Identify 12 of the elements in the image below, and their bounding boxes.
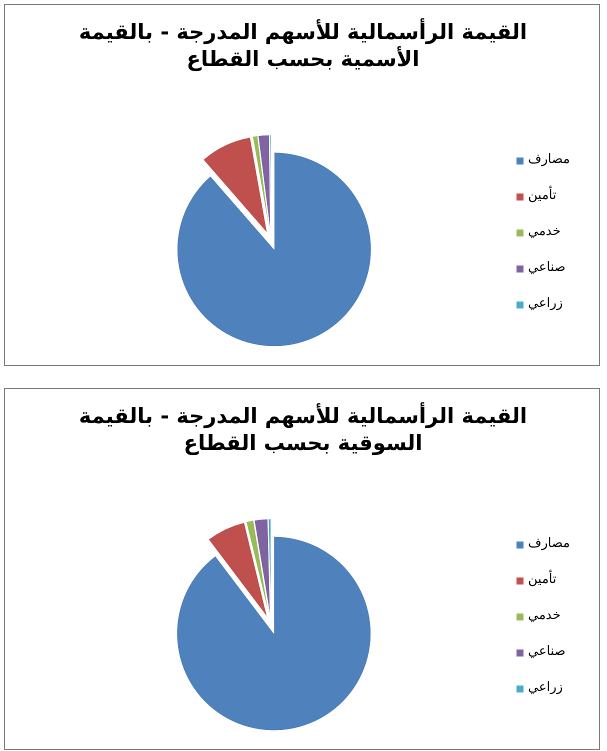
chart-title: القيمة الرأسمالية للأسهم المدرجة - بالقيمة السوقية بحسب القطاع [78, 403, 528, 457]
legend-label: صناعي [528, 644, 566, 660]
legend-label: تأمين [528, 188, 556, 204]
legend-label: تأمين [528, 572, 556, 588]
legend-label: زراعي [528, 680, 563, 696]
chart-title: القيمة الرأسمالية للأسهم المدرجة - بالقيمة الأسمية بحسب القطاع [78, 19, 528, 73]
legend-label: مصارف [528, 536, 570, 552]
legend-label: زراعي [528, 296, 563, 312]
legend-label: خدمي [528, 224, 561, 240]
legend-label: مصارف [528, 152, 570, 168]
legend-label: خدمي [528, 608, 561, 624]
legend-label: صناعي [528, 260, 566, 276]
